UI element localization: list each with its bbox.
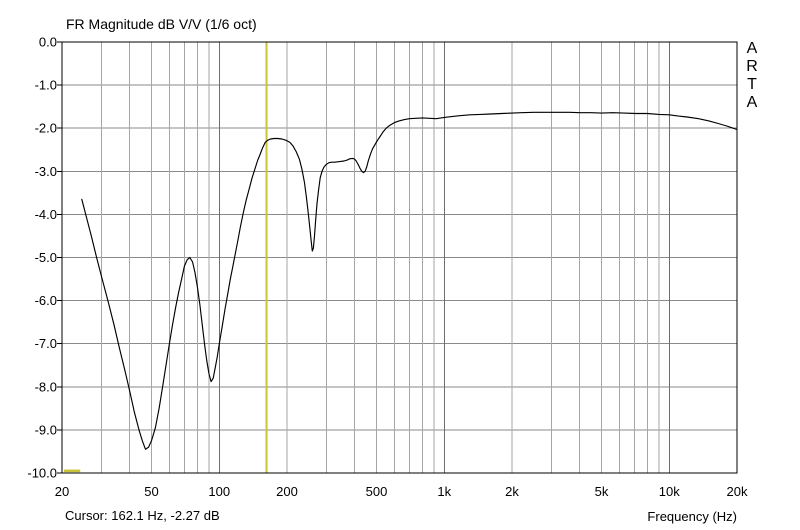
y-tick-label--3.0: -3.0 xyxy=(35,164,57,179)
x-tick-label-100: 100 xyxy=(208,484,230,499)
y-tick-label--6.0: -6.0 xyxy=(35,293,57,308)
arta-letter-0: A xyxy=(746,40,758,57)
cursor-readout: Cursor: 162.1 Hz, -2.27 dB xyxy=(65,508,220,523)
x-tick-label-50: 50 xyxy=(144,484,158,499)
x-tick-label-5k: 5k xyxy=(595,484,609,499)
y-tick-label--4.0: -4.0 xyxy=(35,207,57,222)
status-bar: Cursor: 162.1 Hz, -2.27 dB Frequency (Hz… xyxy=(0,507,800,525)
y-tick-label--7.0: -7.0 xyxy=(35,336,57,351)
chart-title: FR Magnitude dB V/V (1/6 oct) xyxy=(66,16,257,32)
x-tick-label-20k: 20k xyxy=(727,484,748,499)
y-tick-label-0.0: 0.0 xyxy=(39,35,57,50)
x-axis-title: Frequency (Hz) xyxy=(647,509,737,524)
marker-segment[interactable] xyxy=(63,469,81,473)
x-tick-label-2k: 2k xyxy=(505,484,519,499)
x-tick-label-500: 500 xyxy=(366,484,388,499)
arta-letter-2: T xyxy=(747,76,757,93)
y-tick-label--10.0: -10.0 xyxy=(27,466,57,481)
x-tick-label-200: 200 xyxy=(276,484,298,499)
arta-letter-1: R xyxy=(746,58,758,75)
y-tick-label--9.0: -9.0 xyxy=(35,422,57,437)
y-tick-label--5.0: -5.0 xyxy=(35,250,57,265)
x-tick-label-1k: 1k xyxy=(437,484,451,499)
y-tick-label--1.0: -1.0 xyxy=(35,78,57,93)
y-tick-label--2.0: -2.0 xyxy=(35,121,57,136)
y-tick-label--8.0: -8.0 xyxy=(35,379,57,394)
frequency-response-curve xyxy=(81,111,738,450)
arta-letter-3: A xyxy=(746,94,758,111)
x-tick-label-10k: 10k xyxy=(659,484,680,499)
x-tick-label-20: 20 xyxy=(55,484,69,499)
